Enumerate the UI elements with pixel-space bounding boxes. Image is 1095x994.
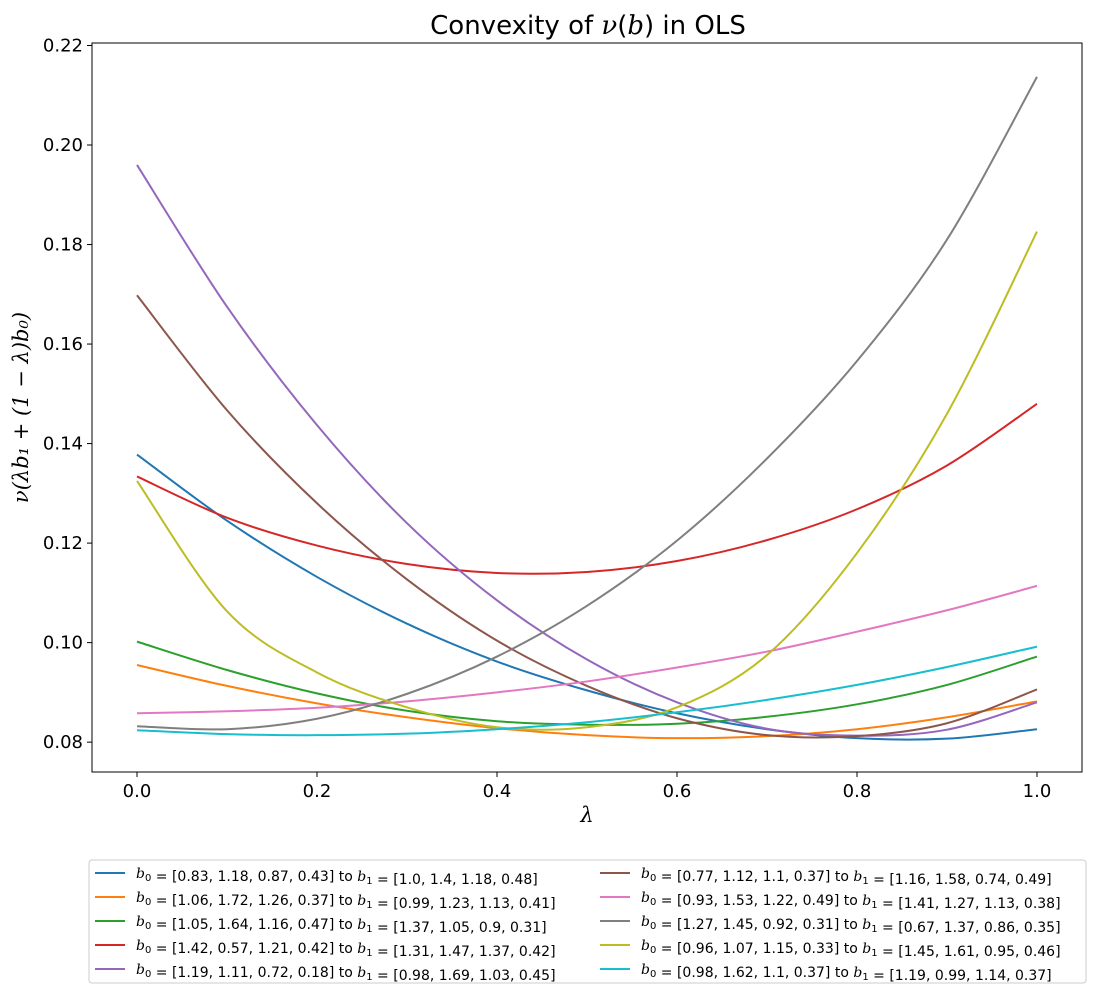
legend-entry: b0 = [0.93, 1.53, 1.22, 0.49] to b1 = [1… [641,890,1061,912]
x-tick-label: 0.0 [123,781,152,802]
series-line-6 [136,294,1038,739]
legend-entry: b0 = [1.42, 0.57, 1.21, 0.42] to b1 = [1… [136,938,556,960]
y-tick-label: 0.22 [43,35,83,56]
legend-entry: b0 = [1.19, 1.11, 0.72, 0.18] to b1 = [0… [136,962,556,984]
legend-entry: b0 = [1.27, 1.45, 0.92, 0.31] to b1 = [0… [641,914,1061,936]
x-axis-label: λ [579,803,593,827]
legend-entry: b0 = [0.96, 1.07, 1.15, 0.33] to b1 = [1… [641,938,1061,960]
legend: b0 = [0.83, 1.18, 0.87, 0.43] to b1 = [1… [88,859,1087,984]
series-line-2 [136,664,1038,740]
x-tick-label: 1.0 [1023,781,1052,802]
plot-frame [91,42,1083,773]
legend-entry: b0 = [1.06, 1.72, 1.26, 0.37] to b1 = [0… [136,890,556,912]
series-line-1 [136,453,1038,741]
y-tick-label: 0.12 [43,533,83,554]
legend-entry: b0 = [0.83, 1.18, 0.87, 0.43] to b1 = [1… [136,866,538,888]
y-axis: 0.08 0.10 0.12 0.14 0.16 0.18 0.20 0.22 [43,35,92,753]
chart-title: Convexity of ν(b) in OLS [430,11,746,41]
legend-entry: b0 = [1.05, 1.64, 1.16, 0.47] to b1 = [1… [136,914,547,936]
y-tick-label: 0.20 [43,135,83,156]
series-lines [136,76,1038,741]
y-tick-label: 0.08 [43,732,83,753]
series-line-8 [136,76,1038,731]
legend-entry: b0 = [0.77, 1.12, 1.1, 0.37] to b1 = [1.… [641,866,1052,888]
x-axis: 0.0 0.2 0.4 0.6 0.8 1.0 [123,772,1052,802]
y-tick-label: 0.10 [43,633,83,654]
y-tick-label: 0.16 [43,334,83,355]
series-line-10 [136,645,1038,737]
x-tick-label: 0.6 [663,781,692,802]
series-line-3 [136,640,1038,726]
legend-frame [88,859,1087,984]
legend-entry: b0 = [0.98, 1.62, 1.1, 0.37] to b1 = [1.… [641,962,1052,984]
series-line-4 [136,402,1038,575]
y-axis-label: ν(λb₁ + (1 − λ)b₀) [9,312,33,503]
y-tick-label: 0.14 [43,434,83,455]
x-tick-label: 0.8 [843,781,872,802]
x-tick-label: 0.2 [303,781,332,802]
series-line-7 [136,584,1038,715]
y-tick-label: 0.18 [43,235,83,256]
x-tick-label: 0.4 [483,781,512,802]
series-line-5 [136,164,1038,737]
series-line-9 [136,231,1038,731]
